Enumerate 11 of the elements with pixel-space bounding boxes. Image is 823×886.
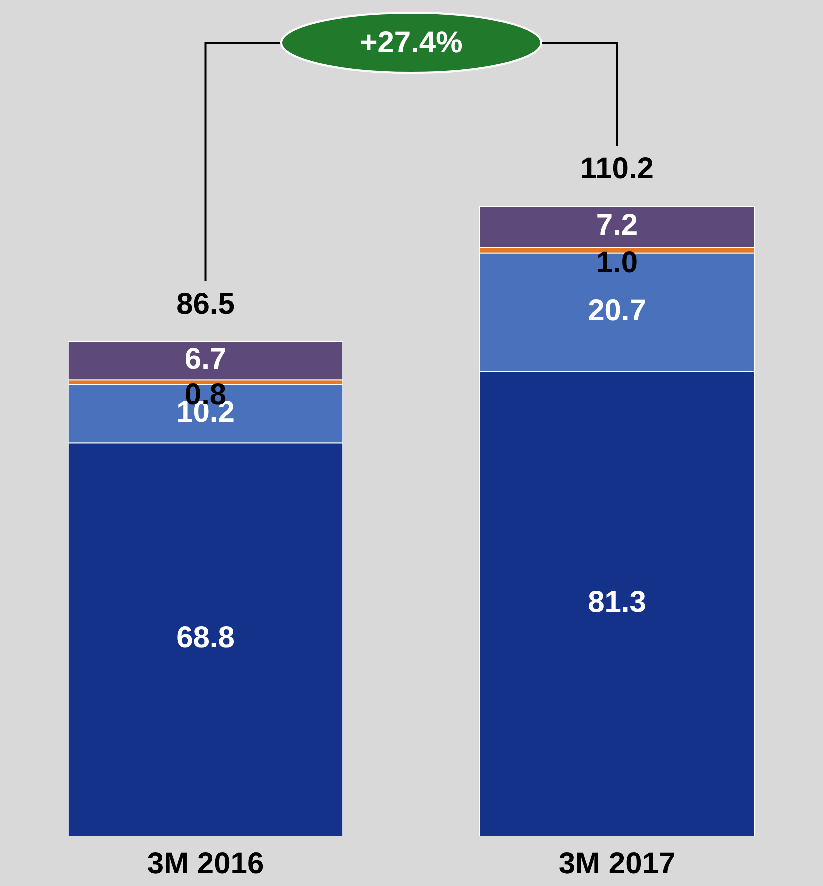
text: +27.4% xyxy=(360,26,463,60)
data-label: 1.0 xyxy=(596,246,638,280)
total-label: 110.2 xyxy=(580,152,654,186)
data-label: 81.3 xyxy=(588,586,646,619)
x-tick-label: 3M 2016 xyxy=(147,847,264,880)
data-label: 68.8 xyxy=(176,622,235,655)
x-tick-label: 3M 2017 xyxy=(558,847,676,880)
data-label: 20.7 xyxy=(588,294,646,328)
data-label: 7.2 xyxy=(596,208,638,242)
total-label: 86.5 xyxy=(176,288,235,321)
data-label: 6.7 xyxy=(184,342,227,376)
